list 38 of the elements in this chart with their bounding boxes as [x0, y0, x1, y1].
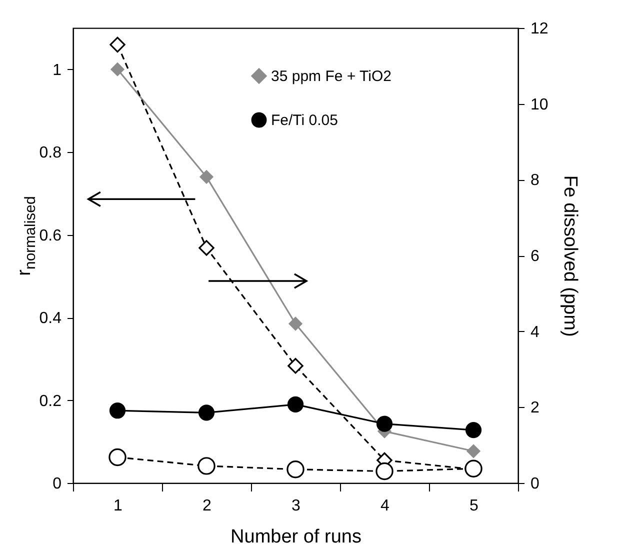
- point: [465, 422, 482, 438]
- point: [109, 402, 126, 419]
- y-tick-label: 0.8: [39, 144, 62, 162]
- y2-axis-title: Fe dissolved (ppm): [559, 175, 580, 337]
- point: [466, 444, 481, 458]
- y2-tick-label: 12: [530, 20, 548, 38]
- point: [198, 240, 214, 256]
- point: [288, 358, 304, 374]
- point: [286, 460, 304, 478]
- point: [376, 462, 394, 480]
- x-axis-title: Number of runs: [230, 526, 362, 548]
- y-tick-label: 0.2: [39, 392, 62, 410]
- legend-label: 35 ppm Fe + TiO2: [271, 68, 392, 85]
- point: [108, 448, 126, 466]
- y-tick-label: 0.4: [39, 310, 62, 328]
- x-tick-label: 5: [470, 498, 479, 514]
- y2-tick-label: 4: [530, 324, 540, 341]
- y2-tick-label: 10: [530, 96, 548, 114]
- legend-label: Fe/Ti 0.05: [271, 112, 338, 129]
- point: [198, 457, 216, 475]
- y2-tick-label: 8: [530, 172, 540, 190]
- point: [287, 396, 304, 412]
- point: [110, 36, 126, 53]
- x-tick-label: 1: [114, 498, 123, 514]
- y-tick-label: 0: [52, 476, 62, 492]
- point: [376, 416, 393, 432]
- point: [110, 62, 125, 76]
- y2-tick-label: 2: [530, 400, 540, 417]
- point: [199, 170, 214, 184]
- y2-tick-label: 0: [530, 476, 540, 492]
- y-tick-label: 1: [52, 62, 62, 79]
- x-tick-label: 3: [292, 498, 301, 514]
- y-tick-label: 0.6: [39, 227, 62, 244]
- point: [288, 316, 303, 331]
- y2-tick-label: 6: [530, 248, 540, 265]
- x-tick-label: 2: [202, 498, 212, 514]
- x-tick-label: 4: [380, 498, 390, 514]
- point: [198, 404, 215, 421]
